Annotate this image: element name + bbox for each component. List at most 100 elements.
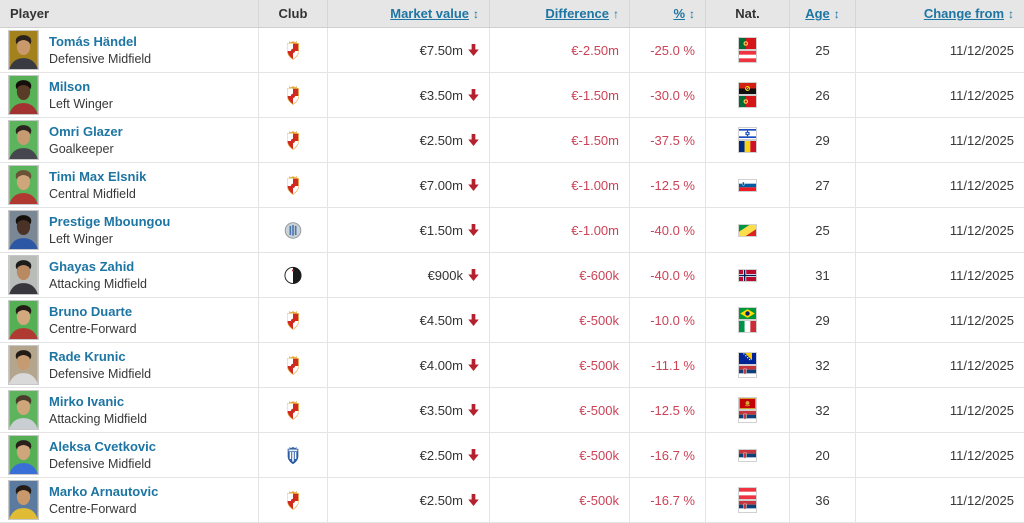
nationality-cell	[706, 208, 790, 252]
market-value-cell: €3.50m	[328, 388, 490, 432]
club-logo-icon[interactable]	[281, 308, 305, 332]
trend-down-arrow-icon	[468, 494, 479, 506]
player-info: Bruno Duarte Centre-Forward	[49, 304, 137, 336]
player-photo[interactable]	[8, 345, 39, 385]
sort-updown-icon[interactable]: ↕	[1008, 6, 1014, 21]
nationality-cell	[706, 298, 790, 342]
player-name-link[interactable]: Tomás Händel	[49, 34, 137, 49]
player-photo[interactable]	[8, 390, 39, 430]
market-value-cell: €4.00m	[328, 343, 490, 387]
player-photo[interactable]	[8, 480, 39, 520]
player-name-link[interactable]: Mirko Ivanic	[49, 394, 125, 409]
sort-age-link[interactable]: Age	[805, 6, 830, 21]
column-header-difference: Difference ↑	[490, 0, 630, 27]
trend-down-arrow-icon	[468, 314, 479, 326]
player-photo[interactable]	[8, 210, 39, 250]
club-logo-icon[interactable]	[281, 83, 305, 107]
percent-value: -12.5 %	[650, 402, 695, 418]
sort-percent-link[interactable]: %	[673, 6, 685, 21]
market-value-cell: €2.50m	[328, 478, 490, 522]
club-logo-icon[interactable]	[281, 353, 305, 377]
age-cell: 25	[790, 208, 856, 252]
player-photo[interactable]	[8, 255, 39, 295]
club-cell	[259, 118, 328, 162]
percent-value: -40.0 %	[650, 267, 695, 283]
nationality-flags	[739, 83, 756, 107]
flag-israel-icon	[739, 128, 756, 139]
age-value: 25	[815, 42, 830, 58]
player-name-link[interactable]: Ghayas Zahid	[49, 259, 135, 274]
age-value: 25	[815, 222, 830, 238]
market-value-cell: €7.00m	[328, 163, 490, 207]
sort-difference-link[interactable]: Difference	[545, 6, 609, 21]
sort-updown-icon[interactable]: ↕	[473, 6, 479, 21]
nationality-cell	[706, 28, 790, 72]
trend-down-arrow-icon	[468, 179, 479, 191]
change-from-date: 11/12/2025	[949, 222, 1014, 238]
difference-cell: €-1.50m	[490, 118, 630, 162]
market-value-cell: €900k	[328, 253, 490, 297]
player-photo[interactable]	[8, 165, 39, 205]
percent-cell: -10.0 %	[630, 298, 706, 342]
table-body: Tomás Händel Defensive Midfield €7.50m €…	[0, 28, 1024, 523]
sort-ascending-icon[interactable]: ↑	[613, 6, 619, 21]
change-from-date: 11/12/2025	[949, 267, 1014, 283]
difference-cell: €-500k	[490, 433, 630, 477]
change-from-date: 11/12/2025	[949, 87, 1014, 103]
club-logo-icon[interactable]	[282, 219, 304, 241]
difference-value: €-1.00m	[571, 222, 619, 238]
club-logo-icon[interactable]	[281, 398, 305, 422]
sort-updown-icon[interactable]: ↕	[689, 6, 695, 21]
difference-cell: €-1.50m	[490, 73, 630, 117]
sort-market-value-link[interactable]: Market value	[390, 6, 469, 21]
player-photo[interactable]	[8, 435, 39, 475]
flag-slovenia-icon	[739, 179, 756, 191]
player-photo[interactable]	[8, 30, 39, 70]
market-value: €7.00m	[419, 177, 463, 193]
percent-cell: -37.5 %	[630, 118, 706, 162]
sort-updown-icon[interactable]: ↕	[833, 6, 840, 21]
player-photo[interactable]	[8, 120, 39, 160]
percent-cell: -16.7 %	[630, 433, 706, 477]
player-name-link[interactable]: Prestige Mboungou	[49, 214, 171, 229]
player-name-link[interactable]: Omri Glazer	[49, 124, 123, 139]
difference-value: €-1.50m	[571, 87, 619, 103]
market-value-cell: €1.50m	[328, 208, 490, 252]
player-name-link[interactable]: Rade Krunic	[49, 349, 126, 364]
nationality-cell	[706, 163, 790, 207]
club-logo-icon[interactable]	[282, 264, 304, 286]
change-from-cell: 11/12/2025	[856, 73, 1024, 117]
difference-value: €-500k	[579, 492, 619, 508]
trend-down-arrow-icon	[468, 359, 479, 371]
player-name-link[interactable]: Marko Arnautovic	[49, 484, 159, 499]
change-from-cell: 11/12/2025	[856, 298, 1024, 342]
table-row: Milson Left Winger €3.50m €-1.50m -30.0 …	[0, 73, 1024, 118]
sort-change-from-link[interactable]: Change from	[923, 6, 1004, 21]
player-name-link[interactable]: Bruno Duarte	[49, 304, 133, 319]
player-photo[interactable]	[8, 75, 39, 115]
club-cell	[259, 388, 328, 432]
age-value: 32	[815, 402, 830, 418]
column-header-age: Age ↕	[790, 0, 856, 27]
player-cell: Milson Left Winger	[0, 73, 259, 117]
column-header-club: Club	[259, 0, 328, 27]
player-name-link[interactable]: Milson	[49, 79, 91, 94]
market-value-cell: €2.50m	[328, 433, 490, 477]
club-logo-icon[interactable]	[281, 173, 305, 197]
club-logo-icon[interactable]	[281, 38, 305, 62]
age-cell: 32	[790, 343, 856, 387]
player-position: Attacking Midfield	[49, 412, 147, 426]
table-row: Omri Glazer Goalkeeper €2.50m €-1.50m -3…	[0, 118, 1024, 163]
difference-cell: €-500k	[490, 388, 630, 432]
nationality-flags	[739, 128, 756, 152]
age-value: 31	[815, 267, 830, 283]
player-name-link[interactable]: Aleksa Cvetkovic	[49, 439, 156, 454]
player-name-link[interactable]: Timi Max Elsnik	[49, 169, 147, 184]
player-photo[interactable]	[8, 300, 39, 340]
market-value-cell: €3.50m	[328, 73, 490, 117]
club-logo-icon[interactable]	[281, 443, 305, 467]
flag-serbia-icon	[739, 449, 756, 461]
club-logo-icon[interactable]	[281, 488, 305, 512]
player-position: Left Winger	[49, 97, 113, 111]
club-logo-icon[interactable]	[281, 128, 305, 152]
